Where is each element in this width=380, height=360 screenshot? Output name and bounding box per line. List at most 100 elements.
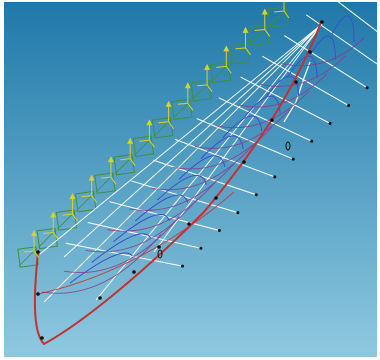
diagonal-curve (260, 55, 346, 87)
axis-arrowhead (31, 230, 37, 236)
coordinate-axis-icon (129, 158, 136, 166)
keel-profile-curve[interactable] (33, 19, 323, 346)
coordinate-axis-icon (148, 139, 155, 148)
waterline-longitudinal (95, 23, 323, 301)
coordinate-axis-icon (81, 195, 92, 198)
waterline-station (87, 221, 202, 249)
axis-arrowhead (165, 100, 172, 107)
control-point-marker[interactable] (40, 336, 44, 340)
control-point-marker[interactable] (242, 160, 246, 164)
coordinate-axis-icon (43, 232, 54, 235)
section-curve (331, 15, 355, 43)
axis-arrowhead (88, 174, 95, 181)
diagonal-curve (194, 109, 291, 149)
axis-arrowhead (69, 193, 76, 200)
diagonal-curve (85, 198, 199, 253)
axis-arrowhead (127, 137, 134, 144)
axis-arrowhead (242, 26, 249, 33)
diagonal-curve (129, 162, 236, 211)
coordinate-axis-icon (216, 65, 227, 68)
coordinate-axis-icon (139, 139, 150, 142)
control-point-marker[interactable] (214, 196, 218, 200)
coordinate-axis-icon (177, 102, 188, 105)
control-point-marker[interactable] (36, 250, 40, 254)
waterline-longitudinal (63, 23, 323, 258)
coordinate-axis-icon (33, 250, 40, 259)
coordinate-axis-icon (225, 66, 232, 74)
sheer-line (37, 191, 235, 295)
section-curve (91, 233, 152, 263)
control-point-marker[interactable] (291, 157, 295, 161)
control-point-marker[interactable] (217, 228, 221, 232)
control-point-marker[interactable] (320, 20, 324, 24)
control-point-marker[interactable] (365, 86, 369, 90)
waterline-longitudinal (39, 23, 323, 255)
section-curve (222, 115, 263, 139)
coordinate-axis-icon (197, 84, 208, 87)
control-point-marker[interactable] (180, 264, 184, 268)
control-point-marker[interactable] (308, 50, 312, 54)
stem-detail (283, 61, 311, 123)
axis-arrowhead (107, 156, 114, 163)
waterline-station (218, 97, 312, 142)
diagonal-curve (238, 73, 328, 108)
diagonal-curve (151, 144, 254, 191)
coordinate-axis-icon (52, 232, 59, 240)
control-point-marker[interactable] (157, 245, 161, 249)
control-point-marker[interactable] (347, 104, 351, 108)
coordinate-axis-icon (264, 29, 271, 37)
section-curve (309, 35, 337, 60)
axis-arrowhead (184, 82, 191, 89)
diagonal-curve (172, 126, 273, 170)
coordinate-axis-icon (23, 250, 35, 253)
control-point-marker[interactable] (328, 121, 332, 125)
coordinate-axis-icon (235, 47, 246, 50)
axis-arrowhead (223, 45, 230, 52)
axis-arrowhead (146, 119, 153, 126)
control-point-marker[interactable] (294, 80, 298, 84)
control-points[interactable] (36, 20, 377, 340)
selected-point-marker[interactable] (285, 141, 291, 151)
control-point-marker[interactable] (132, 270, 136, 274)
diagonal-curve (107, 180, 217, 232)
coordinate-axis-icon (283, 10, 290, 19)
control-point-marker[interactable] (236, 211, 240, 215)
coordinate-axis-icon (158, 121, 169, 124)
control-point-marker[interactable] (199, 246, 203, 250)
control-point-marker[interactable] (98, 296, 102, 300)
keel-profile[interactable] (33, 19, 323, 346)
waterline-station (65, 242, 183, 267)
section-curve (135, 194, 189, 222)
control-point-marker[interactable] (36, 292, 40, 296)
diagonal-curves (41, 37, 365, 294)
control-point-marker[interactable] (270, 118, 274, 122)
coordinate-axis-icon (245, 47, 251, 56)
waterline-station (174, 138, 275, 178)
section-curve (266, 75, 300, 97)
control-point-marker[interactable] (310, 139, 314, 143)
coordinate-axis-icon (168, 121, 175, 130)
section-curve (69, 252, 133, 284)
coordinate-axis-icon (206, 84, 213, 93)
coordinate-axis-icon (62, 213, 73, 216)
diagonal-curve (282, 37, 365, 67)
control-point-marker[interactable] (254, 193, 258, 197)
coordinate-axis-icon (187, 103, 194, 111)
waterline-station (196, 118, 294, 160)
hull-wireframe-canvas[interactable] (4, 2, 377, 357)
section-curve (200, 135, 244, 159)
diagonal-curve (41, 234, 162, 294)
control-point-marker[interactable] (273, 175, 277, 179)
coordinate-axis-icon (91, 195, 98, 203)
control-point-marker[interactable] (187, 222, 191, 226)
section-curve (156, 175, 207, 201)
waterlines (39, 2, 377, 303)
waterline-station (337, 2, 377, 33)
axis-arrowhead (261, 8, 268, 15)
selected-point-marker[interactable] (157, 249, 163, 259)
coordinate-axis-icon (254, 28, 265, 31)
3d-viewport[interactable] (4, 2, 377, 357)
coordinate-axis-icon (273, 10, 285, 13)
coordinate-triads (23, 2, 290, 259)
